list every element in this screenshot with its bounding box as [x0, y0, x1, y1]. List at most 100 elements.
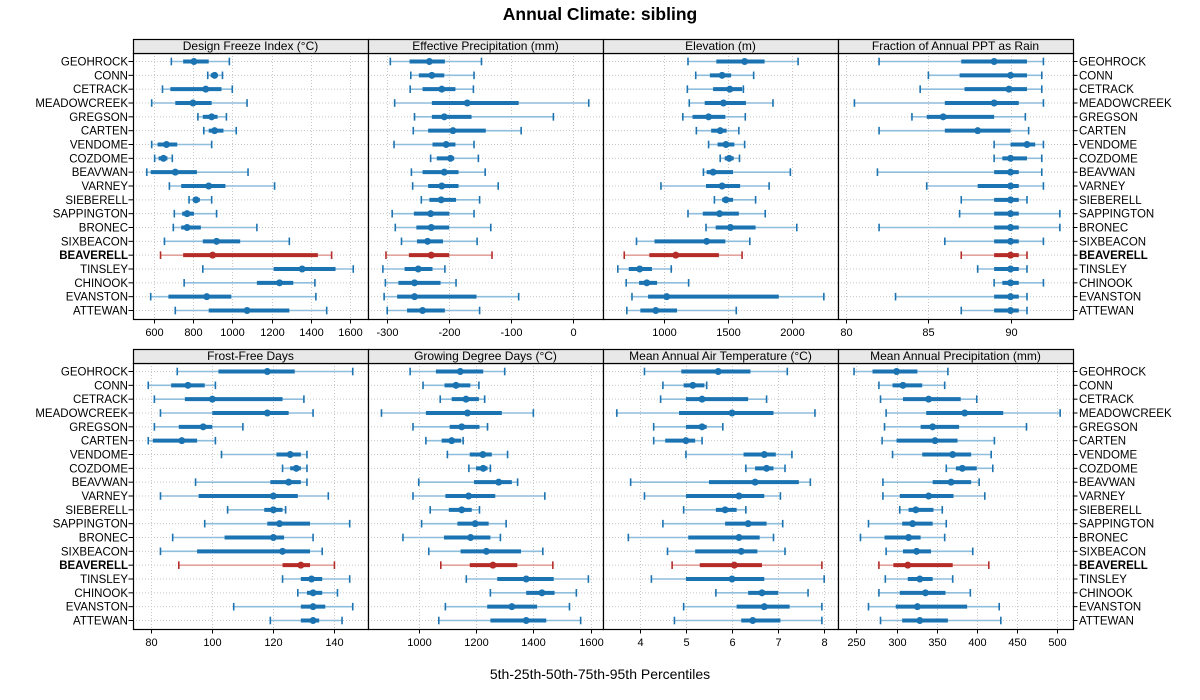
station-label-left: GEOHROCK [61, 367, 128, 379]
percentile-whisker [417, 478, 519, 486]
median-dot [192, 196, 200, 204]
x-tick-label: 1400 [521, 637, 545, 649]
percentile-whisker [911, 113, 1027, 121]
percentile-whisker [380, 409, 535, 417]
percentile-whisker [993, 279, 1045, 287]
station-label-left: CHINOOK [74, 588, 128, 600]
median-dot [705, 113, 713, 121]
station-label-right: CHINOOK [1079, 278, 1133, 290]
percentile-whisker [412, 492, 546, 500]
percentile-whisker [627, 533, 775, 542]
median-dot [213, 237, 221, 245]
median-dot [1007, 210, 1015, 218]
station-label-left: ATTEWAN [73, 616, 128, 628]
percentile-whisker [682, 113, 747, 121]
panel-header [837, 38, 1075, 55]
median-dot [462, 395, 470, 403]
percentile-whisker [172, 223, 258, 232]
median-dot [522, 617, 530, 624]
percentile-whisker [867, 519, 948, 528]
percentile-whisker [444, 602, 571, 611]
station-label-left: CONN [94, 380, 128, 392]
percentile-whisker [170, 57, 231, 66]
percentile-whisker [878, 589, 972, 597]
percentile-whisker [694, 71, 755, 80]
x-tick-label: 140 [325, 637, 343, 649]
station-label-right: VARNEY [1079, 181, 1126, 193]
percentile-whisker [650, 575, 825, 583]
median-dot [722, 141, 730, 148]
median-dot [479, 464, 487, 472]
percentile-whisker [925, 182, 1045, 190]
median-dot [763, 464, 771, 472]
station-label-right: SIEBERELL [1079, 505, 1142, 517]
station-label-right: CHINOOK [1079, 588, 1133, 600]
percentile-whisker-highlight [385, 251, 493, 259]
percentile-whisker [631, 292, 825, 301]
panel-header-label: Fraction of Annual PPT as Rain [872, 39, 1039, 53]
station-label-right: VENDOME [1079, 140, 1137, 152]
percentile-whisker [879, 395, 978, 403]
percentile-whisker [719, 154, 741, 163]
median-dot [428, 71, 436, 79]
station-label-left: TINSLEY [80, 574, 128, 586]
median-dot [458, 506, 466, 514]
percentile-whisker [297, 589, 339, 597]
station-label-left: EVANSTON [66, 292, 128, 304]
percentile-whisker [993, 140, 1045, 149]
percentile-whisker [919, 85, 1043, 93]
percentile-whisker-highlight [671, 561, 823, 569]
panel-header-label: Growing Degree Days (°C) [414, 349, 557, 363]
median-dot [1007, 251, 1015, 259]
station-label-left: BRONEC [79, 223, 128, 235]
percentile-whisker [882, 492, 986, 500]
median-dot [208, 113, 216, 121]
station-label-right: ATTEWAN [1079, 616, 1134, 628]
station-label-left: CARTEN [81, 126, 128, 138]
percentile-whisker [281, 575, 351, 583]
station-label-left: GEOHROCK [61, 57, 128, 69]
median-dot [309, 603, 317, 611]
x-tick-label: 500 [1048, 637, 1066, 649]
x-tick-label: -200 [438, 327, 460, 339]
percentile-whisker [945, 464, 994, 473]
percentile-whisker [960, 306, 1028, 315]
percentile-whisker [226, 506, 287, 514]
median-dot [209, 251, 217, 259]
percentile-whisker [197, 113, 228, 121]
percentile-whisker [659, 395, 768, 403]
station-label-right: ATTEWAN [1079, 306, 1134, 318]
station-label-left: EVANSTON [66, 602, 128, 614]
median-dot [760, 603, 768, 611]
median-dot [949, 451, 957, 458]
station-label-right: CONN [1079, 380, 1113, 392]
median-dot [538, 589, 546, 597]
percentile-whisker [898, 506, 944, 514]
median-dot [751, 478, 759, 486]
median-dot [899, 381, 907, 389]
median-dot [189, 99, 197, 107]
percentile-whisker [409, 71, 475, 80]
percentile-whisker [468, 464, 492, 473]
x-tick-label: 1400 [299, 327, 323, 339]
median-dot [309, 589, 317, 597]
panel-header-label: Mean Annual Air Temperature (°C) [629, 349, 812, 363]
percentile-whisker [635, 237, 751, 246]
percentile-whisker [885, 547, 974, 556]
x-tick-label: 1200 [260, 327, 284, 339]
median-dot [211, 71, 219, 79]
median-dot [716, 127, 724, 135]
median-dot [744, 520, 752, 528]
station-label-left: CONN [94, 70, 128, 82]
median-dot [437, 196, 445, 204]
median-dot [411, 279, 419, 287]
percentile-whisker [652, 436, 703, 445]
percentile-whisker [702, 168, 792, 176]
percentile-whisker [429, 154, 480, 163]
percentile-whisker [891, 450, 992, 459]
station-label-right: GREGSON [1079, 422, 1138, 434]
median-dot [471, 520, 479, 528]
station-label-left: BEAVERELL [59, 560, 128, 572]
median-dot [725, 154, 733, 162]
x-tick-label: 1000 [652, 327, 676, 339]
